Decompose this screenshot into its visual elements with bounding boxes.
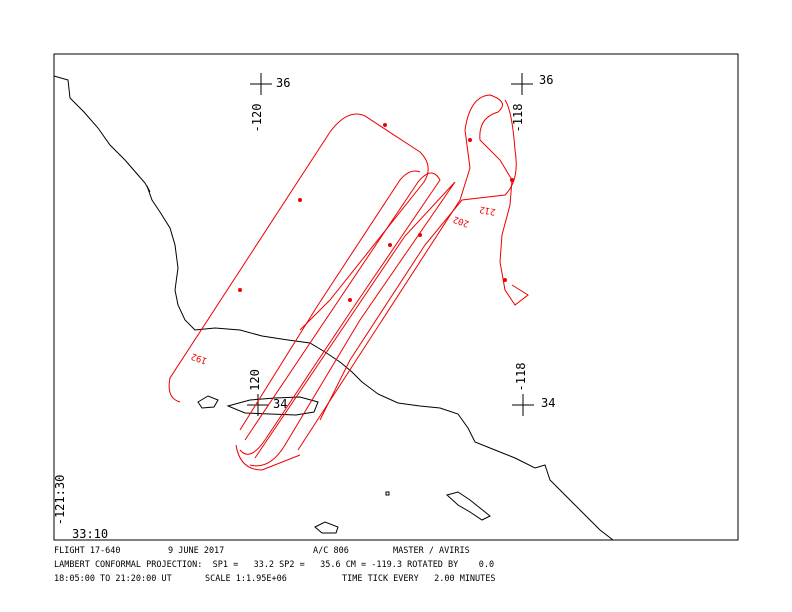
footer-text: SCALE 1:1.95E+06: [205, 574, 287, 584]
coastline: [53, 75, 614, 541]
footer-text: MASTER / AVIRIS: [393, 546, 470, 556]
grid-label: -120: [250, 104, 264, 133]
footer-text: 9 JUNE 2017: [168, 546, 224, 556]
track-ticks: [238, 123, 514, 302]
grid-label: 34: [273, 397, 287, 411]
footer-text: A/C 806: [313, 546, 349, 556]
grid-crosses: [247, 73, 534, 416]
time-label: 212: [479, 204, 497, 217]
grid-label: -118: [514, 363, 528, 392]
time-label: 192: [190, 350, 209, 365]
footer-text: 18:05:00 TO 21:20:00 UT: [54, 574, 172, 584]
flight-track: [168, 94, 529, 471]
footer-text: FLIGHT 17-640: [54, 546, 121, 556]
time-label: 202: [452, 213, 471, 228]
grid-label: 36: [276, 76, 290, 90]
grid-label: 33:10: [72, 527, 108, 541]
grid-label: -121:30: [53, 475, 67, 526]
footer-text: TIME TICK EVERY 2.00 MINUTES: [342, 574, 496, 584]
grid-label: 36: [539, 73, 553, 87]
grid-label: 120: [248, 369, 262, 391]
grid-label: 34: [541, 396, 555, 410]
map-frame: [53, 53, 739, 541]
footer-text: LAMBERT CONFORMAL PROJECTION: SP1 = 33.2…: [54, 560, 494, 570]
grid-label: -118: [511, 104, 525, 133]
